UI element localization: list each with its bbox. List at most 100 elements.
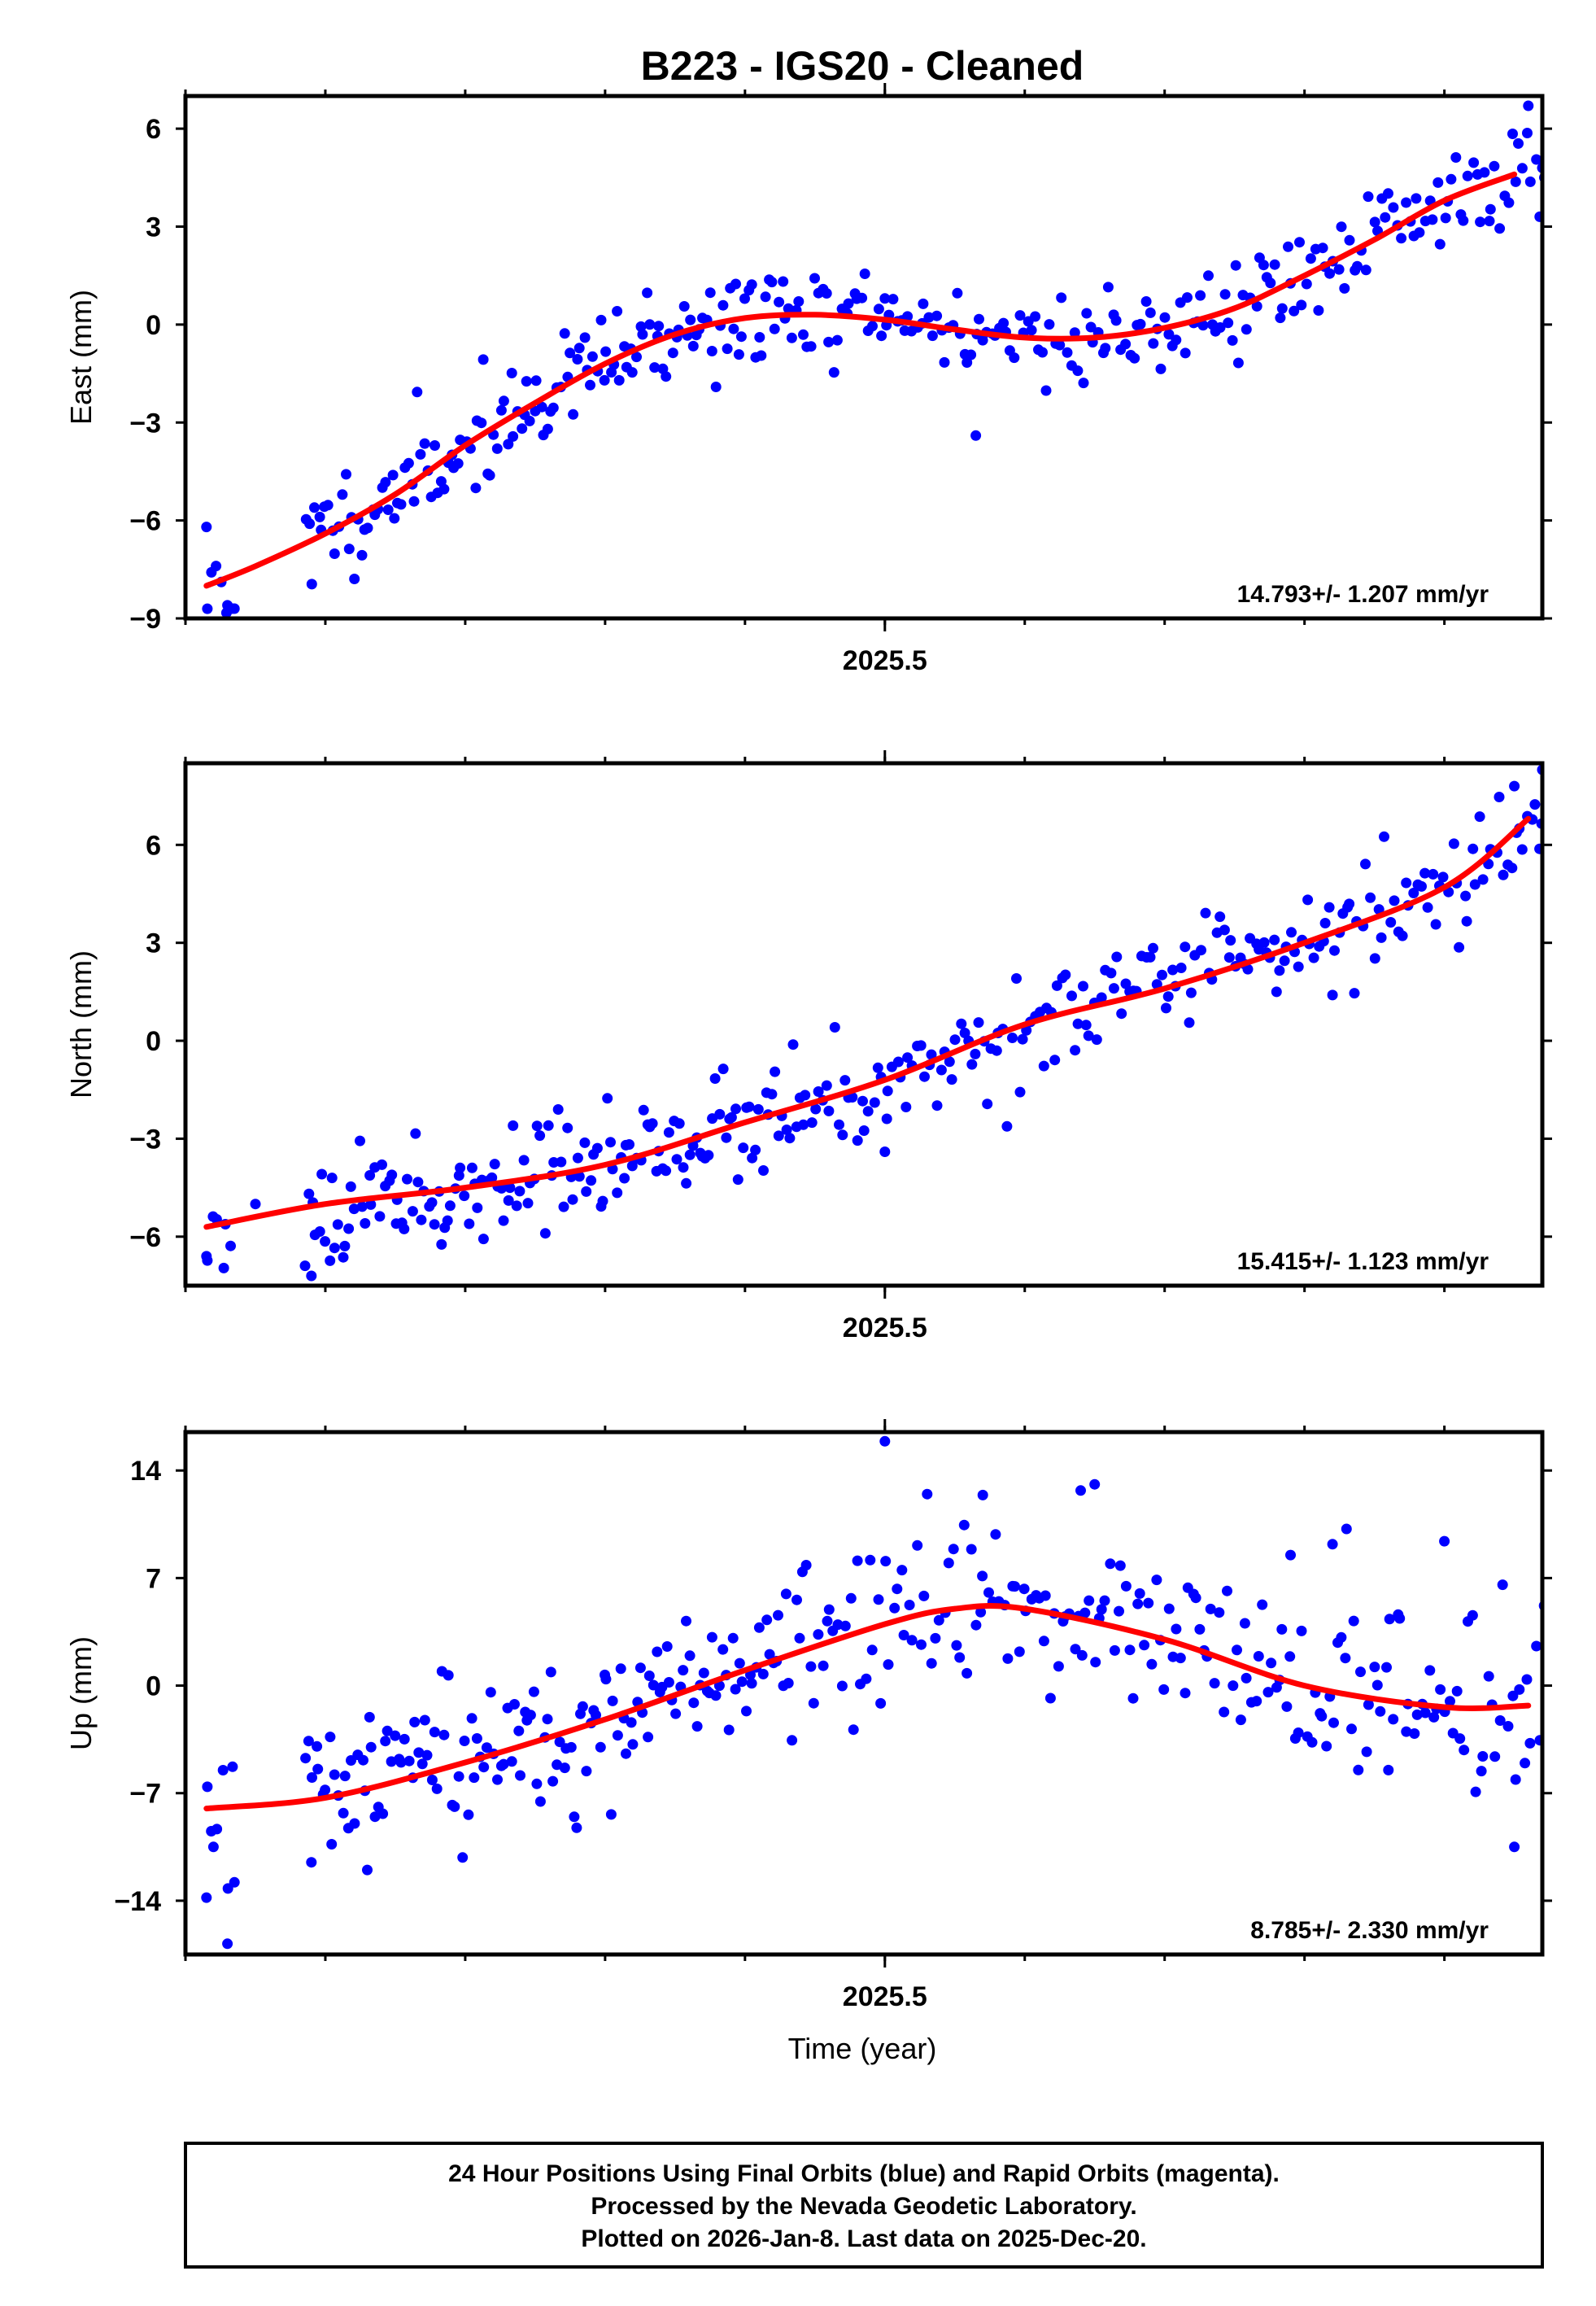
north-data-point [1091, 1034, 1102, 1046]
east-data-point [735, 331, 747, 343]
up-data-point [1090, 1657, 1101, 1668]
up-data-point [852, 1555, 863, 1566]
up-data-points [201, 1435, 1542, 1950]
north-data-point [973, 1017, 984, 1029]
east-data-point [1383, 188, 1393, 199]
up-data-point [1014, 1646, 1025, 1657]
north-ytick-label: −6 [129, 1222, 161, 1253]
up-data-point [469, 1772, 480, 1784]
up-data-point [1336, 1631, 1347, 1643]
east-data-point [1072, 365, 1084, 377]
north-data-point [678, 1162, 689, 1173]
north-data-point [750, 1144, 761, 1155]
up-data-point [1524, 1737, 1536, 1749]
east-data-point [1450, 152, 1462, 163]
east-data-point [403, 457, 414, 469]
north-data-point [558, 1201, 569, 1212]
east-data-point [309, 502, 320, 513]
north-data-point [1096, 992, 1107, 1003]
north-data-point [892, 1056, 904, 1068]
east-data-point [1294, 237, 1305, 248]
up-data-point [800, 1560, 812, 1570]
north-data-point [339, 1240, 351, 1251]
north-data-point [503, 1194, 514, 1206]
north-data-point [935, 1064, 947, 1076]
east-data-point [798, 329, 809, 340]
up-data-point [595, 1741, 606, 1753]
north-data-point [573, 1171, 585, 1182]
east-data-point [395, 499, 407, 510]
up-data-point [906, 1635, 918, 1646]
up-data-point [954, 1652, 966, 1663]
north-data-point [944, 1056, 955, 1068]
east-data-point [746, 279, 757, 290]
north-data-point [1080, 1020, 1092, 1031]
east-data-point [642, 287, 653, 299]
up-data-point [1521, 1674, 1533, 1685]
north-data-point [1184, 1017, 1195, 1029]
north-data-point [852, 1135, 863, 1146]
up-data-point [211, 1823, 223, 1835]
up-data-point [1134, 1588, 1145, 1599]
north-data-point [572, 1152, 583, 1164]
up-data-point [805, 1661, 817, 1672]
up-data-point [691, 1721, 703, 1732]
up-data-point [509, 1699, 520, 1710]
north-data-point [581, 1186, 592, 1197]
up-data-point [426, 1775, 438, 1785]
east-data-point [1446, 173, 1457, 185]
north-data-point [1416, 880, 1427, 892]
up-data-point [813, 1629, 824, 1640]
east-data-point [1313, 305, 1324, 316]
east-data-point [314, 511, 325, 522]
up-data-point [459, 1736, 470, 1746]
east-data-point [728, 323, 739, 334]
up-data-point [1139, 1640, 1150, 1651]
east-data-point [498, 395, 509, 407]
north-data-point [1293, 961, 1304, 972]
north-data-point [1369, 953, 1380, 964]
up-data-point [1151, 1574, 1162, 1586]
up-data-point [1171, 1623, 1182, 1635]
north-data-point [1498, 869, 1509, 880]
north-data-point [721, 1132, 732, 1143]
east-data-point [769, 323, 780, 334]
up-data-point [312, 1740, 323, 1752]
east-data-point [1223, 317, 1234, 329]
east-data-point [793, 296, 805, 307]
north-data-point [1437, 871, 1449, 883]
up-data-point [962, 1667, 973, 1679]
up-data-point [918, 1590, 930, 1601]
east-data-point [322, 500, 334, 511]
north-data-point [626, 1160, 638, 1172]
north-data-point [1474, 811, 1485, 823]
north-data-point [1017, 1033, 1028, 1045]
up-data-point [780, 1588, 791, 1600]
east-data-point [754, 332, 765, 343]
north-data-point [325, 1255, 336, 1266]
up-data-point [591, 1710, 601, 1721]
north-ytick-label: −3 [129, 1124, 161, 1155]
east-data-point [1081, 308, 1092, 319]
east-data-point [1145, 307, 1156, 318]
up-data-point [1143, 1597, 1154, 1609]
north-data-point [834, 1119, 844, 1130]
east-data-point [783, 303, 794, 314]
north-data-point [1401, 877, 1412, 889]
up-data-point [1316, 1710, 1328, 1722]
east-data-point [547, 402, 559, 413]
east-data-point [952, 287, 963, 299]
north-data-point [1397, 930, 1408, 941]
north-data-point [1038, 1060, 1049, 1072]
north-data-point [1258, 937, 1270, 948]
up-data-point [1239, 1618, 1250, 1629]
east-data-point [626, 367, 638, 378]
north-data-point [946, 1074, 957, 1085]
east-data-point [1037, 347, 1048, 358]
up-data-point [349, 1818, 360, 1829]
east-data-point [573, 343, 585, 354]
north-data-point [991, 1045, 1002, 1056]
up-data-point [889, 1602, 900, 1614]
east-data-point [1214, 322, 1226, 333]
up-data-point [547, 1775, 559, 1787]
